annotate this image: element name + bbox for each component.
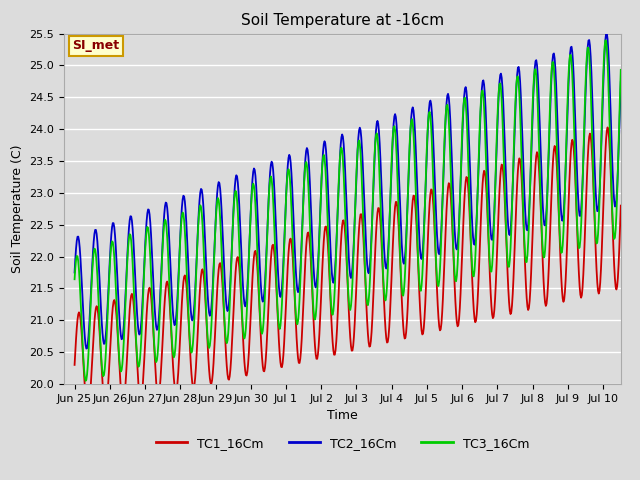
Y-axis label: Soil Temperature (C): Soil Temperature (C) (11, 144, 24, 273)
Legend: TC1_16Cm, TC2_16Cm, TC3_16Cm: TC1_16Cm, TC2_16Cm, TC3_16Cm (151, 432, 534, 455)
Text: SI_met: SI_met (72, 39, 120, 52)
Title: Soil Temperature at -16cm: Soil Temperature at -16cm (241, 13, 444, 28)
X-axis label: Time: Time (327, 409, 358, 422)
